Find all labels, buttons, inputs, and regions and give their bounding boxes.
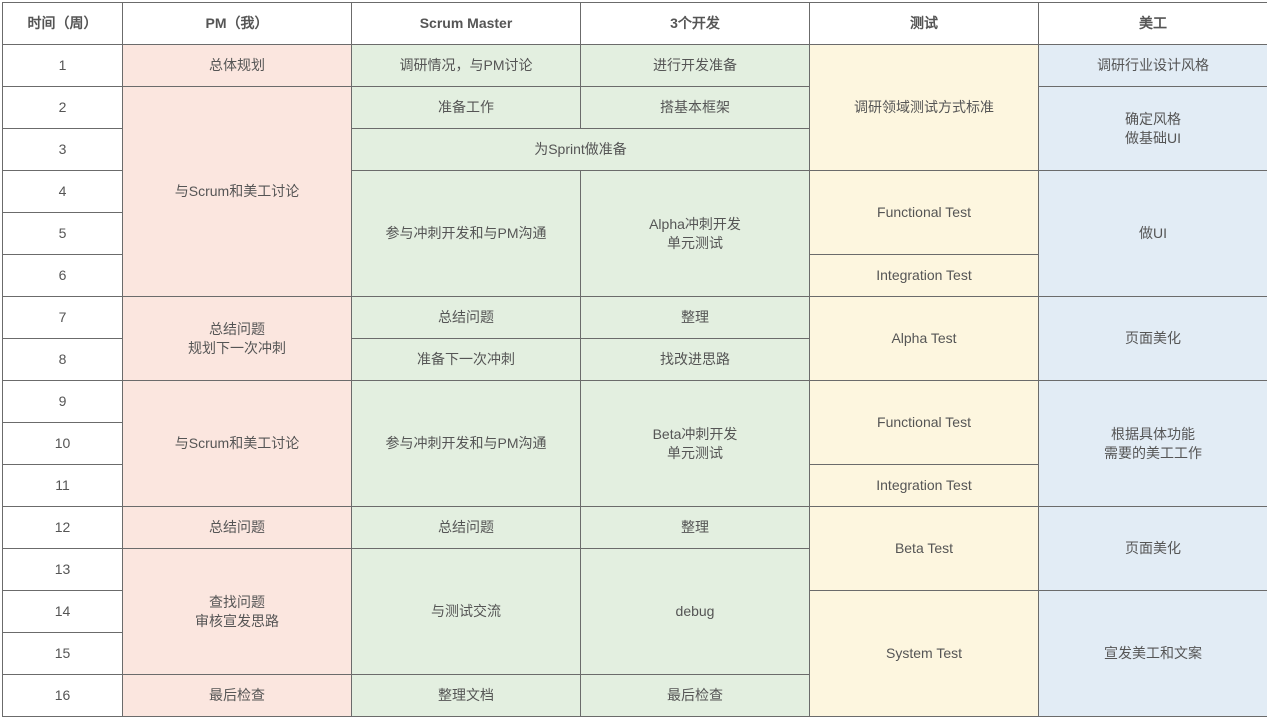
- art-cell: 宣发美工和文案: [1039, 591, 1267, 717]
- pm-cell: 总结问题 规划下一次冲刺: [123, 297, 352, 381]
- dev-cell: 整理: [581, 507, 810, 549]
- header-test: 测试: [810, 3, 1039, 45]
- header-week: 时间（周）: [3, 3, 123, 45]
- art-line2: 做基础UI: [1125, 130, 1181, 146]
- week-cell: 5: [3, 213, 123, 255]
- header-dev: 3个开发: [581, 3, 810, 45]
- dev-cell: 进行开发准备: [581, 45, 810, 87]
- schedule-table: 时间（周） PM（我） Scrum Master 3个开发 测试 美工 1 总体…: [2, 2, 1267, 717]
- art-line2: 需要的美工工作: [1104, 445, 1202, 461]
- scrum-cell: 参与冲刺开发和与PM沟通: [352, 171, 581, 297]
- dev-line2: 单元测试: [667, 235, 723, 251]
- week-cell: 6: [3, 255, 123, 297]
- dev-line1: Alpha冲刺开发: [649, 216, 741, 232]
- scrum-cell: 参与冲刺开发和与PM沟通: [352, 381, 581, 507]
- pm-cell: 总体规划: [123, 45, 352, 87]
- table-row: 12 总结问题 总结问题 整理 Beta Test 页面美化: [3, 507, 1267, 549]
- table-row: 2 与Scrum和美工讨论 准备工作 搭基本框架 确定风格 做基础UI: [3, 87, 1267, 129]
- test-cell: Functional Test: [810, 381, 1039, 465]
- dev-cell: debug: [581, 549, 810, 675]
- week-cell: 2: [3, 87, 123, 129]
- dev-cell: Beta冲刺开发 单元测试: [581, 381, 810, 507]
- table-row: 1 总体规划 调研情况，与PM讨论 进行开发准备 调研领域测试方式标准 调研行业…: [3, 45, 1267, 87]
- week-cell: 7: [3, 297, 123, 339]
- art-cell: 页面美化: [1039, 297, 1267, 381]
- week-cell: 11: [3, 465, 123, 507]
- week-cell: 10: [3, 423, 123, 465]
- header-scrum: Scrum Master: [352, 3, 581, 45]
- scrum-cell: 总结问题: [352, 297, 581, 339]
- scrum-dev-cell: 为Sprint做准备: [352, 129, 810, 171]
- week-cell: 12: [3, 507, 123, 549]
- week-cell: 1: [3, 45, 123, 87]
- pm-line2: 审核宣发思路: [195, 613, 279, 629]
- test-cell: Alpha Test: [810, 297, 1039, 381]
- test-cell: Integration Test: [810, 255, 1039, 297]
- pm-cell: 查找问题 审核宣发思路: [123, 549, 352, 675]
- pm-line2: 规划下一次冲刺: [188, 340, 286, 356]
- week-cell: 15: [3, 633, 123, 675]
- header-pm: PM（我）: [123, 3, 352, 45]
- dev-cell: 整理: [581, 297, 810, 339]
- week-cell: 13: [3, 549, 123, 591]
- dev-cell: Alpha冲刺开发 单元测试: [581, 171, 810, 297]
- table-row: 9 与Scrum和美工讨论 参与冲刺开发和与PM沟通 Beta冲刺开发 单元测试…: [3, 381, 1267, 423]
- pm-line1: 查找问题: [209, 594, 265, 610]
- pm-cell: 与Scrum和美工讨论: [123, 87, 352, 297]
- test-cell: Functional Test: [810, 171, 1039, 255]
- header-art: 美工: [1039, 3, 1267, 45]
- art-cell: 根据具体功能 需要的美工工作: [1039, 381, 1267, 507]
- dev-line1: Beta冲刺开发: [653, 426, 738, 442]
- table-row: 7 总结问题 规划下一次冲刺 总结问题 整理 Alpha Test 页面美化: [3, 297, 1267, 339]
- pm-line1: 总结问题: [209, 321, 265, 337]
- scrum-cell: 准备下一次冲刺: [352, 339, 581, 381]
- week-cell: 3: [3, 129, 123, 171]
- table-header-row: 时间（周） PM（我） Scrum Master 3个开发 测试 美工: [3, 3, 1267, 45]
- test-cell: System Test: [810, 591, 1039, 717]
- week-cell: 14: [3, 591, 123, 633]
- test-cell: 调研领域测试方式标准: [810, 45, 1039, 171]
- scrum-cell: 调研情况，与PM讨论: [352, 45, 581, 87]
- week-cell: 4: [3, 171, 123, 213]
- dev-cell: 搭基本框架: [581, 87, 810, 129]
- test-cell: Beta Test: [810, 507, 1039, 591]
- art-line1: 确定风格: [1125, 111, 1181, 127]
- art-line1: 根据具体功能: [1111, 426, 1195, 442]
- pm-cell: 总结问题: [123, 507, 352, 549]
- scrum-cell: 准备工作: [352, 87, 581, 129]
- pm-cell: 与Scrum和美工讨论: [123, 381, 352, 507]
- scrum-cell: 与测试交流: [352, 549, 581, 675]
- dev-cell: 找改进思路: [581, 339, 810, 381]
- dev-line2: 单元测试: [667, 445, 723, 461]
- art-cell: 做UI: [1039, 171, 1267, 297]
- test-cell: Integration Test: [810, 465, 1039, 507]
- week-cell: 8: [3, 339, 123, 381]
- art-cell: 调研行业设计风格: [1039, 45, 1267, 87]
- art-cell: 确定风格 做基础UI: [1039, 87, 1267, 171]
- scrum-cell: 总结问题: [352, 507, 581, 549]
- week-cell: 9: [3, 381, 123, 423]
- art-cell: 页面美化: [1039, 507, 1267, 591]
